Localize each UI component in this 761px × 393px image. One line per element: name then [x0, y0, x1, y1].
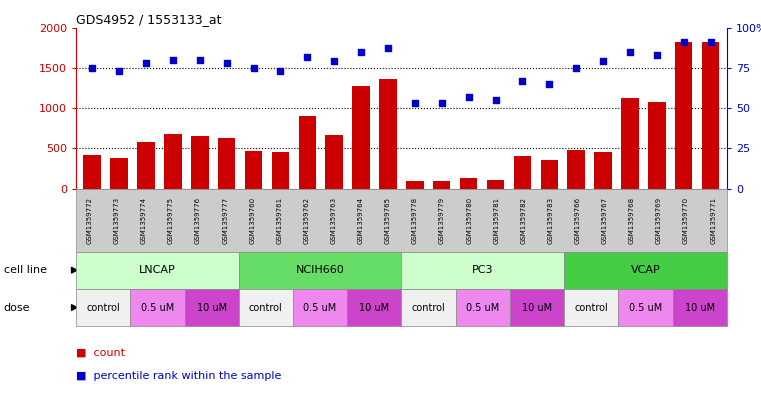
Text: GSM1359760: GSM1359760	[250, 196, 256, 244]
Bar	[272, 152, 289, 189]
Point	[301, 53, 314, 60]
Bar	[218, 138, 235, 189]
Text: GSM1359761: GSM1359761	[276, 196, 282, 244]
Text: GSM1359779: GSM1359779	[439, 196, 445, 244]
Bar	[379, 79, 396, 189]
Bar	[460, 178, 477, 189]
Text: 10 uM: 10 uM	[685, 303, 715, 312]
Point	[624, 48, 636, 55]
Bar	[594, 152, 612, 189]
Bar	[245, 151, 263, 189]
Text: dose: dose	[4, 303, 30, 312]
Bar	[298, 116, 316, 189]
Text: GSM1359770: GSM1359770	[683, 196, 689, 244]
Point	[409, 100, 421, 107]
Bar	[487, 180, 505, 189]
Bar	[326, 136, 343, 189]
Bar	[110, 158, 128, 189]
Text: 10 uM: 10 uM	[359, 303, 390, 312]
Point	[86, 64, 98, 71]
Point	[570, 64, 582, 71]
Text: GSM1359780: GSM1359780	[466, 196, 473, 244]
Text: GSM1359768: GSM1359768	[629, 196, 635, 244]
Point	[275, 68, 287, 74]
Text: 0.5 uM: 0.5 uM	[141, 303, 174, 312]
Text: control: control	[412, 303, 445, 312]
Text: VCAP: VCAP	[631, 265, 661, 275]
Point	[113, 68, 126, 74]
Text: GSM1359781: GSM1359781	[493, 196, 499, 244]
Text: control: control	[575, 303, 608, 312]
Bar	[675, 42, 693, 189]
Bar	[406, 180, 424, 189]
Bar	[702, 42, 719, 189]
Text: GSM1359782: GSM1359782	[521, 196, 527, 244]
Bar	[84, 155, 101, 189]
Text: GSM1359776: GSM1359776	[195, 196, 201, 244]
Text: GSM1359775: GSM1359775	[168, 196, 174, 244]
Point	[516, 77, 528, 84]
Text: 10 uM: 10 uM	[196, 303, 227, 312]
Text: 10 uM: 10 uM	[522, 303, 552, 312]
Point	[355, 48, 368, 55]
Point	[489, 97, 501, 103]
Text: GSM1359763: GSM1359763	[330, 196, 336, 244]
Text: GSM1359773: GSM1359773	[113, 196, 119, 244]
Point	[435, 100, 447, 107]
Bar	[191, 136, 209, 189]
Point	[221, 60, 233, 66]
Point	[597, 58, 609, 64]
Text: GSM1359766: GSM1359766	[575, 196, 581, 244]
Text: GSM1359772: GSM1359772	[87, 196, 93, 244]
Bar	[540, 160, 558, 189]
Point	[194, 57, 206, 63]
Text: cell line: cell line	[4, 265, 47, 275]
Text: 0.5 uM: 0.5 uM	[629, 303, 662, 312]
Point	[463, 94, 475, 100]
Point	[651, 52, 663, 58]
Text: LNCAP: LNCAP	[139, 265, 176, 275]
Bar	[352, 86, 370, 189]
Bar	[621, 97, 638, 189]
Point	[167, 57, 179, 63]
Point	[328, 58, 340, 64]
Text: ■  count: ■ count	[76, 348, 125, 358]
Text: GSM1359778: GSM1359778	[412, 196, 418, 244]
Bar	[514, 156, 531, 189]
Text: GSM1359765: GSM1359765	[385, 196, 391, 244]
Text: GSM1359774: GSM1359774	[141, 196, 147, 244]
Text: GSM1359767: GSM1359767	[602, 196, 608, 244]
Text: control: control	[249, 303, 283, 312]
Bar	[164, 134, 182, 189]
Text: 0.5 uM: 0.5 uM	[304, 303, 336, 312]
Text: GSM1359762: GSM1359762	[304, 196, 310, 244]
Bar	[648, 102, 666, 189]
Bar	[137, 142, 154, 189]
Point	[543, 81, 556, 87]
Text: ■  percentile rank within the sample: ■ percentile rank within the sample	[76, 371, 282, 381]
Bar	[568, 150, 585, 189]
Text: GSM1359769: GSM1359769	[656, 196, 662, 244]
Text: GDS4952 / 1553133_at: GDS4952 / 1553133_at	[76, 13, 221, 26]
Point	[677, 39, 689, 45]
Text: GSM1359783: GSM1359783	[547, 196, 553, 244]
Text: control: control	[86, 303, 120, 312]
Text: PC3: PC3	[472, 265, 494, 275]
Point	[247, 64, 260, 71]
Point	[140, 60, 152, 66]
Text: 0.5 uM: 0.5 uM	[466, 303, 499, 312]
Text: GSM1359764: GSM1359764	[358, 196, 364, 244]
Bar	[433, 182, 451, 189]
Point	[705, 39, 717, 45]
Text: NCIH660: NCIH660	[296, 265, 345, 275]
Text: GSM1359771: GSM1359771	[710, 196, 716, 244]
Point	[382, 45, 394, 51]
Text: GSM1359777: GSM1359777	[222, 196, 228, 244]
